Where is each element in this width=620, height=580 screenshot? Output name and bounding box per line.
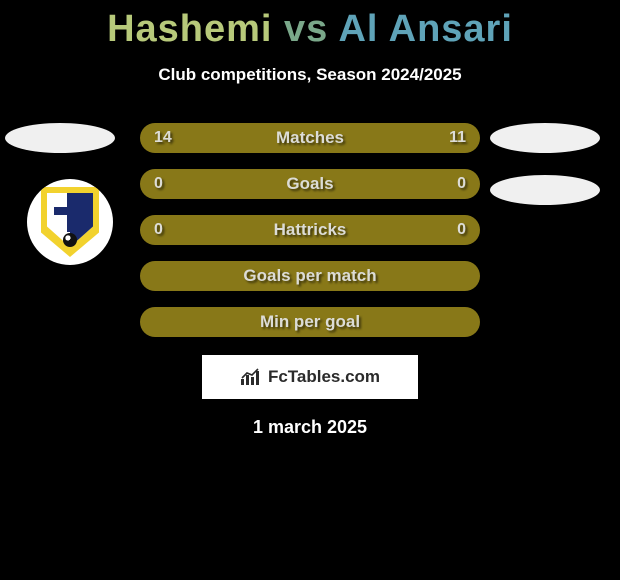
stat-value-left: 0 [154, 215, 163, 245]
title-player1: Hashemi [107, 8, 272, 50]
club-shield-icon [41, 187, 99, 257]
comparison-panel: 14 Matches 11 0 Goals 0 0 Hattricks 0 Goals per m… [0, 123, 620, 438]
snapshot-date: 1 march 2025 [0, 417, 620, 438]
stat-value-left: 14 [154, 123, 172, 153]
stat-label: Goals per match [243, 266, 376, 286]
stat-value-right: 0 [457, 169, 466, 199]
bars-chart-icon [240, 368, 262, 386]
player1-club-logo-icon [27, 179, 113, 265]
stat-bar: Goals per match [140, 261, 480, 291]
stat-value-left: 0 [154, 169, 163, 199]
stat-bars: 14 Matches 11 0 Goals 0 0 Hattricks 0 Goals per m… [140, 123, 480, 337]
title-vs: vs [284, 8, 328, 50]
stat-value-right: 11 [449, 123, 466, 153]
stat-label: Hattricks [274, 220, 347, 240]
page-title: Hashemi vs Al Ansari [0, 0, 620, 51]
title-player2: Al Ansari [338, 8, 512, 50]
stat-bar: Min per goal [140, 307, 480, 337]
brand-text: FcTables.com [268, 367, 380, 387]
player2-club-placeholder-icon [490, 175, 600, 205]
stat-label: Matches [276, 128, 344, 148]
stat-label: Min per goal [260, 312, 360, 332]
brand-badge: FcTables.com [202, 355, 418, 399]
player2-placeholder-icon [490, 123, 600, 153]
stat-bar: 0 Hattricks 0 [140, 215, 480, 245]
subtitle: Club competitions, Season 2024/2025 [0, 65, 620, 85]
player1-placeholder-icon [5, 123, 115, 153]
stat-bar: 14 Matches 11 [140, 123, 480, 153]
stat-value-right: 0 [457, 215, 466, 245]
stat-label: Goals [286, 174, 333, 194]
stat-bar: 0 Goals 0 [140, 169, 480, 199]
